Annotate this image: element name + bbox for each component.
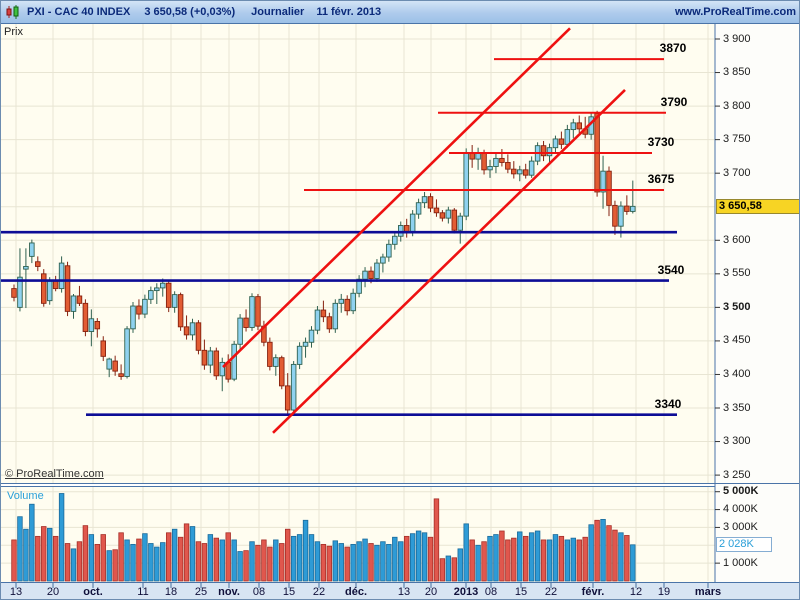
price-pane[interactable] [1,23,715,484]
time-axis[interactable] [1,583,799,599]
price-pane-title: Prix [4,26,23,38]
volume-pane[interactable] [1,487,715,582]
date-label: 11 févr. 2013 [316,6,382,18]
title-bar: PXI - CAC 40 INDEX 3 650,58 (+0,03%) Jou… [1,1,799,24]
candlestick-logo-icon [5,4,21,20]
price-axis[interactable] [715,23,799,583]
timeframe-label: Journalier [251,6,305,18]
copyright-link[interactable]: © ProRealTime.com [5,468,104,480]
instrument-name: PXI - CAC 40 INDEX [27,6,131,18]
last-volume-badge: 2 028K [716,537,772,553]
volume-pane-title: Volume [7,490,44,502]
last-price-badge: 3 650,58 [716,198,799,214]
website-link[interactable]: www.ProRealTime.com [674,6,796,18]
last-price-change: 3 650,58 (+0,03%) [144,6,236,18]
